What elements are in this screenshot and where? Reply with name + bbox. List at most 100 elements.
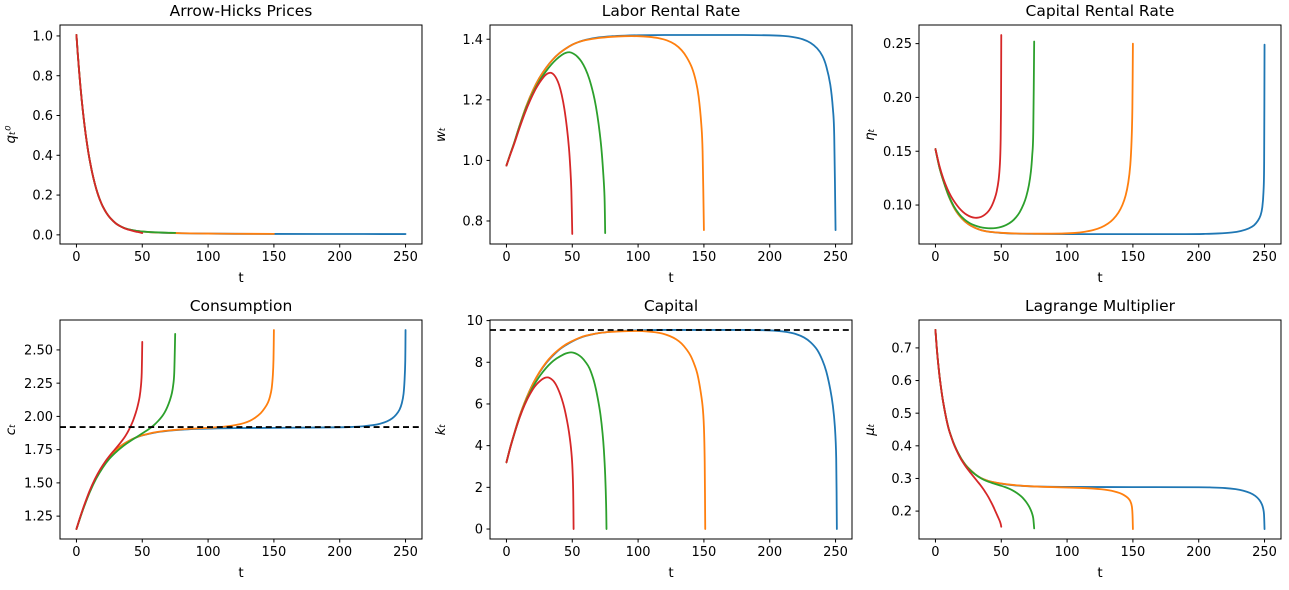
x-tick-label: 0: [72, 545, 80, 560]
x-tick-label: 150: [1121, 250, 1146, 265]
x-tick-label: 0: [502, 545, 510, 560]
y-axis-label: ηₜ: [862, 128, 878, 141]
series-line-t-75: [934, 40, 1036, 230]
chart-title: Capital Rental Rate: [1026, 2, 1175, 20]
series-line-t-75: [75, 333, 177, 530]
y-tick-label: 8: [474, 356, 482, 371]
x-tick-label: 50: [564, 545, 581, 560]
y-tick-label: 1.25: [24, 510, 53, 525]
x-tick-label: 150: [691, 250, 716, 265]
chart-title: Arrow-Hicks Prices: [170, 2, 313, 20]
y-tick-label: 1.4: [462, 33, 483, 48]
x-tick-label: 50: [993, 250, 1010, 265]
x-tick-label: 150: [1121, 545, 1146, 560]
y-tick-label: 0.10: [883, 199, 912, 214]
x-tick-label: 250: [393, 545, 418, 560]
y-tick-label: 0.4: [32, 149, 53, 164]
series-line-t-75: [505, 51, 606, 234]
y-tick-label: 0.3: [892, 472, 913, 487]
x-tick-label: 0: [932, 545, 940, 560]
chart-title: Labor Rental Rate: [601, 2, 740, 20]
y-tick-label: 4: [474, 439, 482, 454]
subplot-labor-rental-rate: Labor Rental Rate 0 50 100 150 200 250 0.8 1.0 1.…: [430, 0, 860, 295]
subplot-arrow-hicks-prices: Arrow-Hicks Prices 0 50 100 150 200 250 0.0 0.2 0…: [0, 0, 430, 295]
y-tick-label: 0.8: [462, 215, 483, 230]
x-axis-label: t: [238, 565, 243, 581]
axes-spines: [918, 24, 1282, 245]
x-axis-label: t: [1098, 565, 1103, 581]
y-tick-label: 1.2: [462, 93, 483, 108]
x-tick-label: 150: [262, 250, 287, 265]
x-tick-label: 50: [134, 545, 151, 560]
x-tick-label: 100: [196, 545, 221, 560]
y-axis-label: kₜ: [433, 424, 449, 436]
y-tick-label: 2.50: [24, 344, 53, 359]
subplot-capital: Capital 0 50 100 150 200 250 0 2 4 6 8 10 t kₜ: [430, 295, 860, 590]
series-line-t-150: [505, 35, 705, 231]
chart-title: Consumption: [190, 297, 293, 315]
series-line-t-50: [505, 71, 573, 235]
axes-spines: [918, 319, 1282, 540]
chart-lagrange-multiplier: Lagrange Multiplier 0 50 100 150 200 250 0.2 0.3…: [862, 297, 1282, 581]
y-tick-label: 0.5: [892, 407, 913, 422]
y-tick-label: 1.0: [462, 154, 483, 169]
axes-spines: [489, 319, 853, 540]
x-tick-label: 200: [327, 250, 352, 265]
x-tick-label: 150: [691, 545, 716, 560]
y-axis-label: wₜ: [433, 127, 449, 142]
chart-capital-rental-rate: Capital Rental Rate 0 50 100 150 200 250 0.10 0.…: [862, 2, 1282, 286]
chart-consumption: Consumption 0 50 100 150 200 250 1.25 1.50 1.75 2.…: [3, 297, 423, 581]
series-line-t-150: [75, 34, 275, 235]
x-axis-label: t: [668, 270, 673, 286]
y-tick-label: 0.8: [32, 69, 53, 84]
y-axis-label: μₜ: [862, 423, 878, 437]
chart-capital: Capital 0 50 100 150 200 250 0 2 4 6 8 10 t kₜ: [433, 297, 853, 581]
subplot-lagrange-multiplier: Lagrange Multiplier 0 50 100 150 200 250 0.2 0.3…: [859, 295, 1289, 590]
x-tick-label: 200: [327, 545, 352, 560]
x-tick-label: 50: [134, 250, 151, 265]
x-tick-label: 50: [564, 250, 581, 265]
x-tick-label: 100: [1055, 545, 1080, 560]
series-line-t-250: [934, 329, 1266, 530]
series-line-t-50: [75, 341, 144, 530]
y-tick-label: 0.25: [883, 37, 912, 52]
x-tick-label: 250: [1252, 545, 1277, 560]
x-axis-label: t: [1098, 270, 1103, 286]
x-tick-label: 50: [993, 545, 1010, 560]
series-line-t-75: [934, 329, 1036, 530]
x-tick-label: 200: [1187, 545, 1212, 560]
series-line-t-250: [75, 34, 407, 235]
x-tick-label: 200: [1187, 250, 1212, 265]
y-tick-label: 0: [474, 523, 482, 538]
y-tick-label: 0.6: [892, 374, 913, 389]
chart-title: Lagrange Multiplier: [1025, 297, 1176, 315]
x-tick-label: 100: [1055, 250, 1080, 265]
series-line-t-150: [934, 329, 1135, 530]
series-line-t-50: [505, 376, 575, 530]
x-axis-label: t: [668, 565, 673, 581]
y-tick-label: 0.7: [892, 342, 913, 357]
chart-title: Capital: [643, 297, 697, 315]
chart-labor-rental-rate: Labor Rental Rate 0 50 100 150 200 250 0.8 1.0 1.…: [433, 2, 853, 286]
y-tick-label: 2.00: [24, 410, 53, 425]
x-tick-label: 0: [72, 250, 80, 265]
x-tick-label: 150: [262, 545, 287, 560]
y-tick-label: 1.0: [32, 30, 53, 45]
series-line-t-250: [934, 43, 1266, 236]
series-line-t-75: [75, 34, 177, 234]
series-line-t-250: [505, 34, 837, 231]
y-axis-label: qₜ⁰: [3, 125, 19, 144]
series-line-t-50: [934, 329, 1003, 528]
y-tick-label: 0.2: [892, 505, 913, 520]
y-tick-label: 6: [474, 398, 482, 413]
x-tick-label: 250: [823, 250, 848, 265]
x-tick-label: 100: [196, 250, 221, 265]
x-tick-label: 100: [625, 545, 650, 560]
axes-spines: [489, 24, 853, 245]
y-tick-label: 1.75: [24, 443, 53, 458]
y-tick-label: 0.0: [32, 228, 53, 243]
axes-spines: [59, 319, 423, 540]
x-tick-label: 250: [393, 250, 418, 265]
chart-arrow-hicks-prices: Arrow-Hicks Prices 0 50 100 150 200 250 0.0 0.2 0…: [3, 2, 423, 286]
